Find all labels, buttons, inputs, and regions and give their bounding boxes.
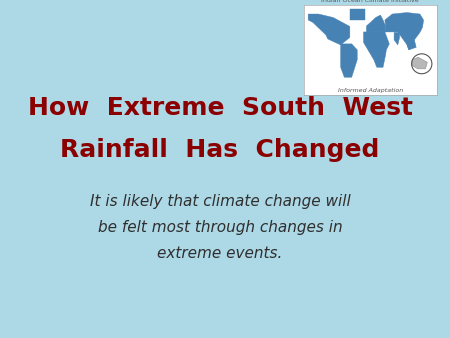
Title: Indian Ocean Climate Initiative: Indian Ocean Climate Initiative — [321, 0, 419, 3]
Polygon shape — [366, 15, 386, 32]
Text: It is likely that climate change will: It is likely that climate change will — [90, 194, 351, 210]
Polygon shape — [412, 57, 427, 69]
Text: extreme events.: extreme events. — [158, 246, 283, 262]
Polygon shape — [341, 44, 357, 77]
Polygon shape — [350, 8, 365, 20]
Polygon shape — [407, 40, 416, 50]
Polygon shape — [364, 32, 389, 67]
Polygon shape — [385, 13, 423, 50]
Text: Rainfall  Has  Changed: Rainfall Has Changed — [60, 138, 380, 162]
Polygon shape — [308, 14, 350, 45]
Text: be felt most through changes in: be felt most through changes in — [98, 220, 342, 236]
Polygon shape — [394, 32, 400, 45]
Text: How  Extreme  South  West: How Extreme South West — [27, 96, 413, 120]
Text: Informed Adaptation: Informed Adaptation — [338, 88, 403, 93]
